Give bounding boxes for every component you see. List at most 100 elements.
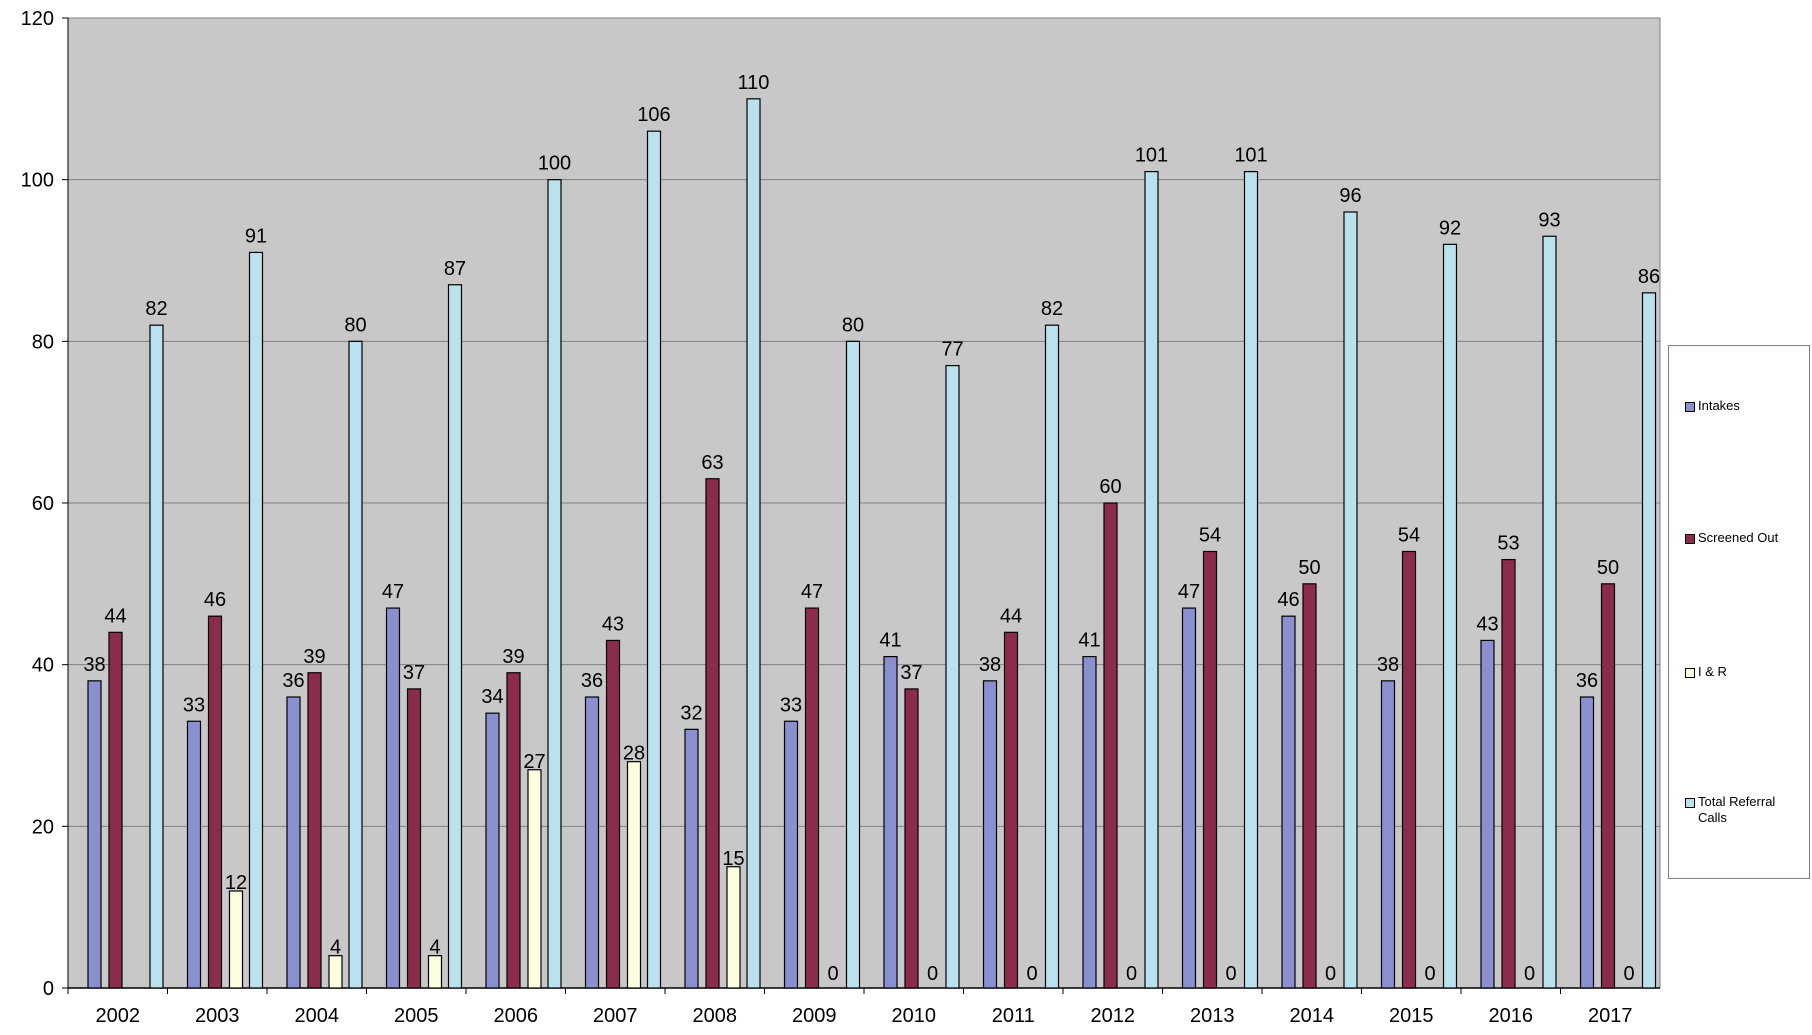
bar-intakes: [783, 720, 799, 989]
data-label: 46: [204, 589, 226, 611]
data-label: 0: [1026, 963, 1037, 985]
data-label: 37: [900, 662, 922, 684]
data-label: 63: [701, 452, 723, 474]
data-label: 54: [1199, 525, 1221, 547]
x-tick-label: 2017: [1588, 1005, 1633, 1027]
bar-screened-out: [904, 688, 919, 989]
legend-item-total-referral-calls: Total Referral Calls: [1685, 794, 1800, 826]
bar-total-referral-calls: [248, 251, 264, 989]
legend-label-screened-out: Screened Out: [1698, 530, 1779, 545]
data-label: 4: [330, 937, 341, 959]
data-label: 101: [1135, 145, 1168, 167]
bar-i-r: [626, 761, 642, 989]
data-label: 4: [429, 937, 440, 959]
bar-screened-out: [1302, 583, 1317, 989]
data-label: 106: [637, 104, 670, 126]
data-label: 38: [979, 654, 1001, 676]
bar-total-referral-calls: [1044, 324, 1060, 989]
bar-total-referral-calls: [348, 340, 363, 989]
data-label: 80: [842, 314, 864, 336]
data-label: 47: [801, 581, 823, 603]
x-tick-label: 2011: [992, 1005, 1035, 1027]
legend-item-i-and-r: I & R: [1685, 664, 1727, 680]
data-label: 28: [623, 743, 645, 765]
data-label: 77: [941, 339, 963, 361]
bar-intakes: [1181, 607, 1197, 989]
bar-intakes: [186, 720, 202, 989]
bar-total-referral-calls: [1243, 170, 1259, 989]
data-label: 82: [1041, 298, 1063, 320]
x-tick-label: 2005: [394, 1005, 439, 1027]
y-tick-label: 20: [32, 816, 54, 838]
bars: [87, 98, 1657, 989]
x-tick-label: 2003: [195, 1005, 240, 1027]
data-label: 27: [523, 751, 545, 773]
data-label: 82: [145, 298, 167, 320]
bar-screened-out: [1003, 631, 1019, 989]
bar-screened-out: [605, 639, 621, 989]
bar-screened-out: [705, 478, 720, 989]
data-label: 39: [303, 646, 325, 668]
bar-total-referral-calls: [746, 98, 761, 989]
bar-total-referral-calls: [1442, 243, 1458, 989]
x-tick-label: 2013: [1190, 1005, 1235, 1027]
data-label: 60: [1099, 476, 1121, 498]
bar-intakes: [1579, 696, 1595, 989]
legend-swatch-i-and-r: [1685, 668, 1695, 678]
bar-total-referral-calls: [1343, 211, 1358, 989]
bar-intakes: [584, 696, 600, 989]
data-label: 50: [1597, 557, 1619, 579]
data-label: 15: [722, 848, 744, 870]
legend-swatch-total-referral-calls: [1685, 798, 1695, 808]
bar-intakes: [286, 696, 301, 989]
data-label: 47: [382, 581, 404, 603]
x-tick-label: 2004: [295, 1005, 340, 1027]
legend-label-i-and-r: I & R: [1698, 664, 1727, 679]
x-tick-label: 2008: [693, 1005, 738, 1027]
legend-item-intakes: Intakes: [1685, 398, 1740, 414]
bar-total-referral-calls: [447, 284, 463, 989]
data-label: 34: [481, 686, 503, 708]
bar-i-r: [328, 955, 343, 989]
bar-screened-out: [1202, 550, 1218, 989]
legend-label-intakes: Intakes: [1698, 398, 1740, 413]
bar-i-r: [228, 890, 244, 989]
data-label: 93: [1538, 209, 1560, 231]
data-label: 0: [927, 963, 938, 985]
bar-i-r: [726, 866, 741, 989]
bar-total-referral-calls: [1144, 170, 1159, 989]
data-label: 32: [680, 702, 702, 724]
bar-screened-out: [1501, 558, 1516, 989]
bar-total-referral-calls: [1641, 292, 1657, 989]
data-label: 0: [1524, 963, 1535, 985]
data-label: 37: [403, 662, 425, 684]
bar-intakes: [684, 728, 699, 989]
bar-total-referral-calls: [1542, 235, 1557, 989]
data-label: 46: [1277, 589, 1299, 611]
bar-screened-out: [108, 631, 123, 989]
legend-swatch-screened-out: [1685, 534, 1695, 544]
legend-label-total-referral-calls: Total Referral Calls: [1698, 794, 1776, 825]
y-tick-label: 80: [32, 331, 54, 353]
data-label: 36: [581, 670, 603, 692]
data-label: 101: [1234, 145, 1267, 167]
bar-intakes: [1281, 615, 1296, 989]
bar-screened-out: [1103, 502, 1118, 989]
y-tick-label: 120: [21, 8, 54, 30]
bar-screened-out: [307, 672, 322, 989]
x-tick-label: 2015: [1389, 1005, 1434, 1027]
x-tick-label: 2002: [96, 1005, 141, 1027]
data-label: 0: [1325, 963, 1336, 985]
x-tick-label: 2010: [892, 1005, 937, 1027]
data-label: 92: [1439, 217, 1461, 239]
data-label: 36: [282, 670, 304, 692]
bar-intakes: [1480, 639, 1495, 989]
bar-screened-out: [1401, 550, 1417, 989]
bar-intakes: [485, 712, 500, 989]
bar-intakes: [982, 680, 998, 989]
data-label: 38: [1377, 654, 1399, 676]
x-tick-label: 2012: [1091, 1005, 1136, 1027]
bar-screened-out: [406, 688, 422, 989]
data-label: 33: [780, 694, 802, 716]
x-tick-label: 2007: [593, 1005, 638, 1027]
